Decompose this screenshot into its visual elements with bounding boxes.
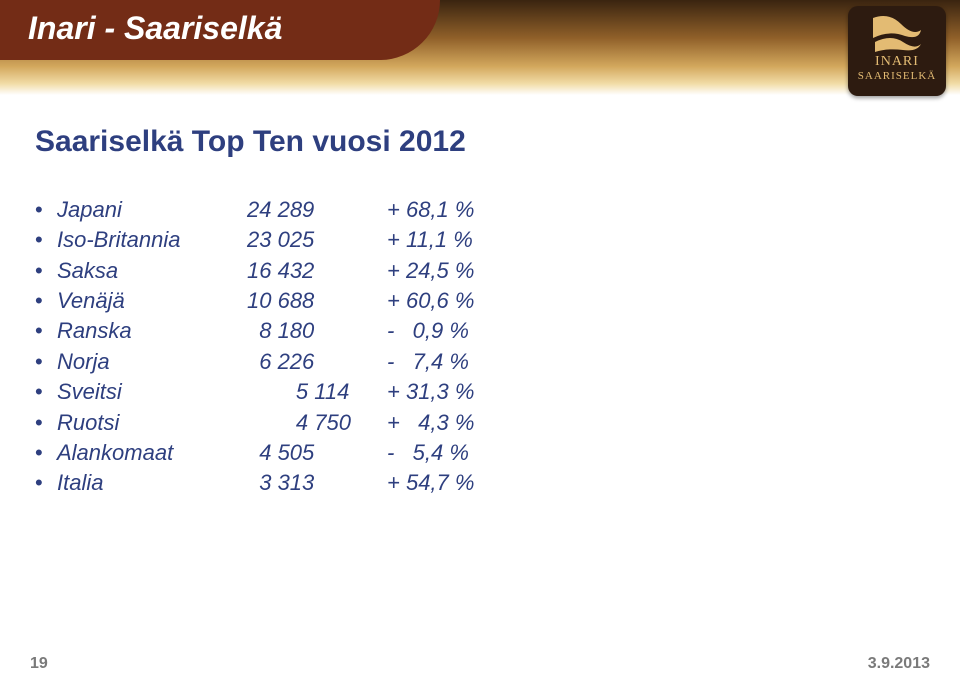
logo-text-top: INARI (848, 54, 946, 70)
value-label: 10 688 (247, 286, 387, 316)
page-number: 19 (30, 655, 48, 673)
list-item: • Ruotsi 4 750 + 4,3 % (35, 408, 635, 438)
list-item: • Alankomaat 4 505 - 5,4 % (35, 438, 635, 468)
top-ten-list: • Japani 24 289 + 68,1 % • Iso-Britannia… (35, 195, 635, 499)
list-item: • Japani 24 289 + 68,1 % (35, 195, 635, 225)
content-title: Saariselkä Top Ten vuosi 2012 (35, 125, 466, 159)
bullet-icon: • (35, 438, 57, 468)
change-label: + 31,3 % (387, 377, 527, 407)
country-label: Norja (57, 347, 247, 377)
change-label: + 11,1 % (387, 225, 527, 255)
change-label: - 5,4 % (387, 438, 527, 468)
logo-text-bottom: SAARISELKÄ (848, 70, 946, 82)
bullet-icon: • (35, 408, 57, 438)
change-label: + 24,5 % (387, 256, 527, 286)
bullet-icon: • (35, 195, 57, 225)
change-label: + 68,1 % (387, 195, 527, 225)
value-label: 16 432 (247, 256, 387, 286)
page-title: Inari - Saariselkä (28, 10, 282, 47)
country-label: Sveitsi (57, 377, 247, 407)
country-label: Alankomaat (57, 438, 247, 468)
country-label: Iso-Britannia (57, 225, 247, 255)
brand-logo: INARI SAARISELKÄ (848, 6, 946, 96)
bullet-icon: • (35, 286, 57, 316)
change-label: + 60,6 % (387, 286, 527, 316)
list-item: • Italia 3 313 + 54,7 % (35, 468, 635, 498)
bullet-icon: • (35, 377, 57, 407)
value-label: 3 313 (247, 468, 387, 498)
value-label: 4 505 (247, 438, 387, 468)
list-item: • Saksa 16 432 + 24,5 % (35, 256, 635, 286)
value-label: 8 180 (247, 316, 387, 346)
value-label: 4 750 (247, 408, 387, 438)
country-label: Ranska (57, 316, 247, 346)
logo-glyph-icon (869, 12, 925, 52)
list-item: • Iso-Britannia 23 025 + 11,1 % (35, 225, 635, 255)
bullet-icon: • (35, 256, 57, 286)
country-label: Japani (57, 195, 247, 225)
country-label: Saksa (57, 256, 247, 286)
bullet-icon: • (35, 347, 57, 377)
value-label: 6 226 (247, 347, 387, 377)
value-label: 23 025 (247, 225, 387, 255)
change-label: + 4,3 % (387, 408, 527, 438)
bullet-icon: • (35, 225, 57, 255)
value-label: 24 289 (247, 195, 387, 225)
change-label: + 54,7 % (387, 468, 527, 498)
value-label: 5 114 (247, 377, 387, 407)
change-label: - 0,9 % (387, 316, 527, 346)
list-item: • Norja 6 226 - 7,4 % (35, 347, 635, 377)
list-item: • Venäjä 10 688 + 60,6 % (35, 286, 635, 316)
country-label: Italia (57, 468, 247, 498)
footer-date: 3.9.2013 (868, 655, 930, 673)
bullet-icon: • (35, 468, 57, 498)
change-label: - 7,4 % (387, 347, 527, 377)
list-item: • Ranska 8 180 - 0,9 % (35, 316, 635, 346)
bullet-icon: • (35, 316, 57, 346)
country-label: Ruotsi (57, 408, 247, 438)
list-item: • Sveitsi 5 114 + 31,3 % (35, 377, 635, 407)
country-label: Venäjä (57, 286, 247, 316)
